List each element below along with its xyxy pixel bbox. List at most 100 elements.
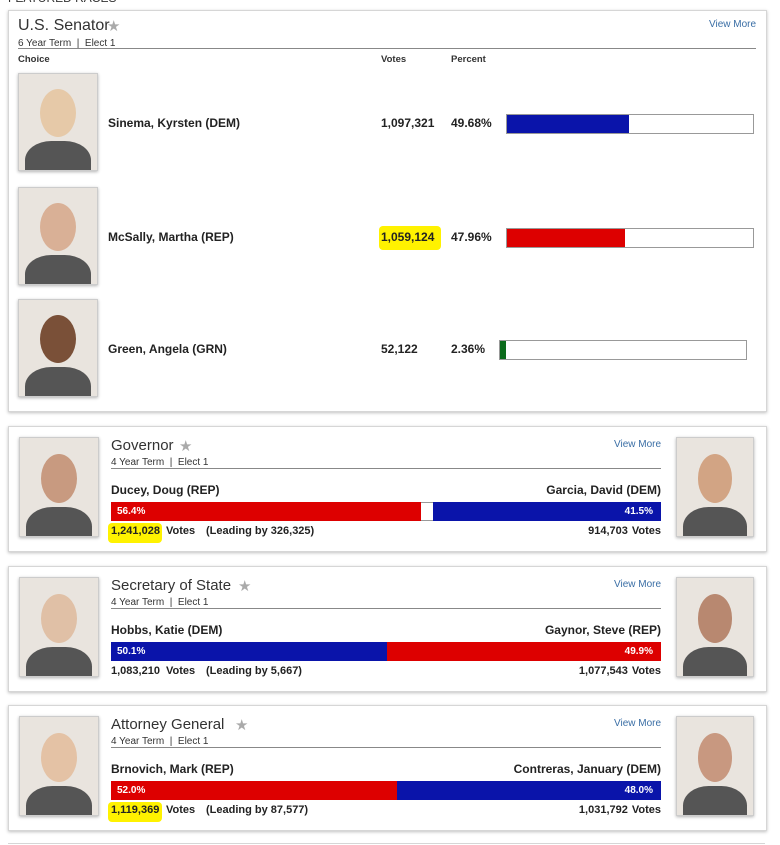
percent-bar: [507, 229, 625, 247]
view-more[interactable]: View More: [614, 579, 662, 590]
left-votes-unit: Votes: [166, 665, 196, 677]
candidate-photo: [19, 577, 99, 677]
divider: [18, 48, 756, 49]
right-votes: 1,031,792: [578, 804, 628, 816]
page-header: FEATURED RACES: [8, 0, 116, 5]
left-votes: 1,083,210: [111, 665, 160, 677]
right-percent-bar: [397, 781, 661, 800]
photo-head: [697, 732, 733, 782]
highlight: [379, 226, 441, 250]
photo-head: [40, 203, 76, 252]
column-header: Choice: [18, 54, 50, 65]
left-percent-label: 56.4%: [117, 506, 146, 517]
candidate-percent: 2.36%: [451, 342, 486, 356]
race-title: U.S. Senator: [18, 17, 110, 34]
photo-head: [41, 593, 77, 643]
view-more[interactable]: View More: [614, 718, 662, 729]
race-title: Secretary of State: [111, 577, 232, 594]
photo-head: [40, 89, 76, 138]
candidate-photo: [676, 577, 754, 677]
race-term: 4 Year Term | Elect 1: [111, 457, 209, 468]
senate-card: U.S. Senator ★ View More 6 Year Term | Elec…: [8, 10, 767, 412]
photo-head: [697, 453, 733, 503]
race-card: Secretary of State ★ View More 4 Year Term …: [8, 566, 767, 692]
race-term: 4 Year Term | Elect 1: [111, 597, 209, 608]
highlight: [108, 802, 162, 822]
candidate-percent: 47.96%: [451, 230, 492, 244]
candidate-photo: [19, 716, 99, 816]
left-percent-label: 52.0%: [117, 785, 146, 796]
left-percent-bar: [111, 642, 387, 661]
left-name: Ducey, Doug (REP): [111, 483, 220, 497]
candidate-photo: [18, 73, 98, 171]
left-name: Hobbs, Katie (DEM): [111, 623, 223, 637]
view-more[interactable]: View More: [614, 439, 662, 450]
right-votes-unit: Votes: [631, 665, 661, 677]
right-percent-label: 48.0%: [624, 785, 653, 796]
photo-head: [41, 453, 77, 503]
bar-track: [499, 340, 747, 360]
divider: [111, 608, 661, 609]
favorite-star[interactable]: ★: [235, 717, 249, 734]
right-votes: 914,703: [588, 525, 628, 537]
right-votes-group: 914,703 Votes: [588, 525, 661, 537]
left-votes-unit: Votes: [166, 804, 196, 816]
lead-margin: (Leading by 326,325): [206, 525, 315, 537]
candidate-votes: 1,059,124: [381, 230, 435, 244]
photo-body: [25, 141, 91, 170]
race-card: Governor ★ View More 4 Year Term | Elect 1 D…: [8, 426, 767, 552]
race-title: Attorney General: [111, 716, 225, 733]
left-votes: 1,119,369: [111, 804, 160, 816]
candidate-photo: [19, 437, 99, 537]
right-name: Contreras, January (DEM): [513, 762, 661, 776]
divider: [111, 468, 661, 469]
photo-body: [25, 255, 91, 284]
candidate-photo: [18, 187, 98, 285]
lead-margin: (Leading by 87,577): [206, 804, 309, 816]
photo-body: [683, 646, 747, 676]
right-votes-group: 1,031,792 Votes: [579, 804, 661, 816]
right-percent-bar: [386, 642, 661, 661]
left-name: Brnovich, Mark (REP): [111, 762, 234, 776]
photo-body: [26, 785, 92, 815]
photo-body: [25, 367, 91, 396]
photo-body: [683, 506, 747, 536]
left-votes: 1,241,028: [111, 525, 160, 537]
percent-bar: [507, 115, 630, 133]
right-name: Gaynor, Steve (REP): [544, 623, 661, 637]
photo-head: [697, 593, 733, 643]
candidate-name: Green, Angela (GRN): [108, 342, 227, 356]
view-more[interactable]: View More: [709, 19, 757, 30]
candidate-percent: 49.68%: [451, 116, 492, 130]
photo-body: [683, 785, 747, 815]
favorite-star[interactable]: ★: [107, 18, 121, 35]
photo-head: [41, 732, 77, 782]
next-card-edge: [8, 843, 765, 845]
race-term: 4 Year Term | Elect 1: [111, 736, 209, 747]
candidate-votes: 52,122: [381, 342, 418, 356]
percent-bar: [500, 341, 506, 359]
candidate-photo: [676, 437, 754, 537]
race-term: 6 Year Term | Elect 1: [18, 38, 116, 49]
photo-head: [40, 315, 76, 364]
highlight: [108, 523, 162, 543]
left-percent-bar: [111, 502, 422, 521]
right-votes: 1,077,543: [578, 665, 628, 677]
left-votes-unit: Votes: [166, 525, 196, 537]
candidate-photo: [18, 299, 98, 397]
candidate-name: Sinema, Kyrsten (DEM): [108, 116, 241, 130]
right-name: Garcia, David (DEM): [546, 483, 661, 497]
photo-body: [26, 646, 92, 676]
right-votes-unit: Votes: [631, 525, 661, 537]
right-votes-unit: Votes: [631, 804, 661, 816]
right-percent-label: 41.5%: [624, 506, 653, 517]
candidate-name: McSally, Martha (REP): [108, 230, 234, 244]
candidate-votes: 1,097,321: [381, 116, 435, 130]
favorite-star[interactable]: ★: [238, 578, 252, 595]
right-percent-label: 49.9%: [624, 646, 653, 657]
left-percent-label: 50.1%: [117, 646, 146, 657]
photo-body: [26, 506, 92, 536]
column-header: Percent: [451, 54, 486, 65]
favorite-star[interactable]: ★: [179, 438, 193, 455]
